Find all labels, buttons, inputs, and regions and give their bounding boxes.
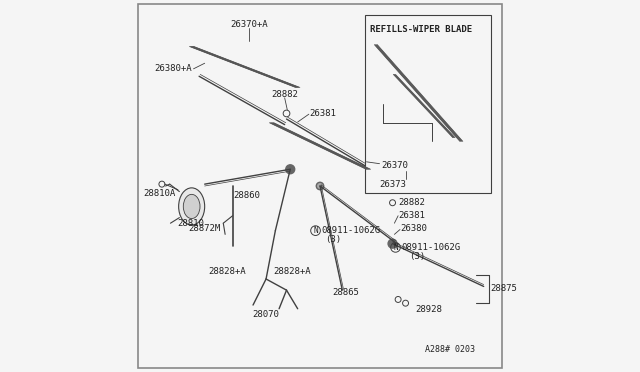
Circle shape bbox=[286, 165, 294, 174]
Text: 26380+A: 26380+A bbox=[154, 64, 191, 73]
Text: N: N bbox=[313, 226, 318, 235]
Text: 26381: 26381 bbox=[309, 109, 336, 118]
FancyBboxPatch shape bbox=[365, 15, 491, 193]
Text: 28810: 28810 bbox=[177, 219, 204, 228]
Text: 28828+A: 28828+A bbox=[273, 267, 311, 276]
Text: A288# 0203: A288# 0203 bbox=[425, 345, 475, 354]
Circle shape bbox=[318, 184, 322, 188]
Text: 28875: 28875 bbox=[490, 284, 517, 293]
Text: 28882: 28882 bbox=[398, 198, 425, 207]
Text: 26370+A: 26370+A bbox=[230, 20, 268, 29]
Text: 28882: 28882 bbox=[271, 90, 298, 99]
Text: 28828+A: 28828+A bbox=[208, 267, 246, 276]
Text: REFILLS-WIPER BLADE: REFILLS-WIPER BLADE bbox=[370, 25, 472, 34]
Circle shape bbox=[316, 182, 324, 190]
Text: 08911-1062G: 08911-1062G bbox=[402, 243, 461, 252]
Text: 26380: 26380 bbox=[400, 224, 427, 233]
Text: 26373: 26373 bbox=[379, 180, 406, 189]
Text: 28865: 28865 bbox=[333, 288, 360, 296]
Text: 28810A: 28810A bbox=[143, 189, 175, 198]
Text: 28872M: 28872M bbox=[188, 224, 220, 233]
Text: (3): (3) bbox=[326, 235, 342, 244]
Text: 26381: 26381 bbox=[398, 211, 425, 220]
FancyBboxPatch shape bbox=[138, 4, 502, 368]
Text: 28860: 28860 bbox=[234, 191, 260, 200]
Circle shape bbox=[388, 239, 397, 248]
Ellipse shape bbox=[183, 194, 200, 219]
Text: 26370: 26370 bbox=[381, 161, 408, 170]
Text: N: N bbox=[393, 243, 398, 252]
Ellipse shape bbox=[179, 188, 205, 225]
Text: 28070: 28070 bbox=[253, 310, 280, 319]
Text: 08911-1062G: 08911-1062G bbox=[322, 226, 381, 235]
Text: 28928: 28928 bbox=[415, 305, 442, 314]
Text: (3): (3) bbox=[410, 252, 426, 261]
